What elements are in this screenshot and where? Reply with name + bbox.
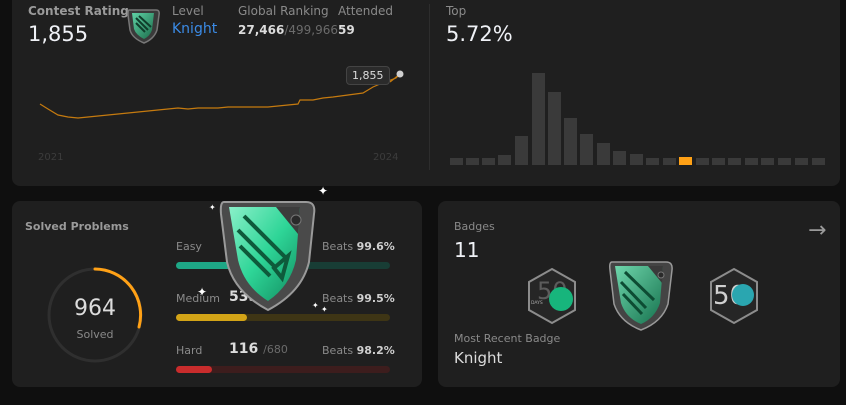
- histogram-bar: [745, 158, 758, 165]
- easy-beats: Beats 99.6%: [322, 240, 395, 253]
- sparkle-icon: ✦: [318, 184, 329, 198]
- histogram-bar: [482, 158, 495, 165]
- contest-rating-value: 1,855: [28, 22, 89, 46]
- hard-solved: 116 /680: [229, 341, 288, 357]
- rating-distribution-histogram[interactable]: [446, 60, 830, 168]
- medium-progress-bar: [176, 314, 390, 321]
- level-value-link[interactable]: Knight: [172, 21, 218, 37]
- year-end-label: 2024: [373, 152, 398, 163]
- histogram-bar: [498, 155, 511, 165]
- contest-rating-label: Contest Rating: [28, 4, 129, 18]
- knight-badge-icon: [127, 9, 160, 44]
- hard-beats: Beats 98.2%: [322, 344, 395, 357]
- arrow-right-icon[interactable]: →: [808, 218, 827, 243]
- hard-progress-fill: [176, 366, 213, 373]
- histogram-bar: [812, 158, 825, 165]
- histogram-bar: [646, 158, 659, 165]
- histogram-bar: [450, 158, 463, 165]
- solved-progress-ring: [47, 267, 143, 363]
- histogram-bar: [663, 158, 676, 165]
- badge-50-days-green-icon[interactable]: 50 DAYS: [524, 266, 580, 326]
- hard-progress-bar: [176, 366, 390, 373]
- rating-history-chart[interactable]: 2021 2024: [28, 60, 418, 164]
- easy-label: Easy: [176, 240, 202, 253]
- medium-beats: Beats 99.5%: [322, 292, 395, 305]
- rating-line: [39, 73, 401, 119]
- medium-progress-fill: [176, 314, 247, 321]
- sparkle-icon: ✦: [209, 203, 216, 212]
- attended-label: Attended: [338, 4, 394, 18]
- badge-knight-icon[interactable]: [606, 258, 676, 332]
- rating-tooltip: 1,855: [346, 66, 390, 85]
- most-recent-badge-name: Knight: [454, 349, 503, 367]
- current-rating-point[interactable]: [396, 70, 404, 78]
- histogram-bar: [580, 134, 593, 165]
- sparkle-icon: ✦: [321, 305, 328, 314]
- card-divider: [429, 4, 430, 170]
- histogram-bar-current: [679, 157, 692, 165]
- histogram-bar: [728, 158, 741, 165]
- easy-progress-fill: [176, 262, 266, 269]
- histogram-bar: [795, 158, 808, 165]
- badges-title: Badges: [454, 220, 495, 233]
- solved-count: 964: [74, 296, 116, 321]
- histogram-bar: [564, 118, 577, 165]
- histogram-bar: [548, 92, 561, 165]
- histogram-bar: [778, 158, 791, 165]
- histogram-bar: [712, 158, 725, 165]
- top-percent-label: Top: [446, 4, 467, 18]
- solved-problems-title: Solved Problems: [25, 220, 129, 233]
- knight-badge-overlay-icon[interactable]: [216, 196, 320, 314]
- sparkle-icon: ✦: [197, 285, 208, 299]
- hard-label: Hard: [176, 344, 203, 357]
- global-ranking-label: Global Ranking: [238, 4, 329, 18]
- top-percent-value: 5.72%: [446, 22, 513, 46]
- histogram-bar: [613, 151, 626, 165]
- global-ranking-value: 27,466/499,966: [238, 23, 338, 37]
- histogram-bar: [515, 136, 528, 165]
- histogram-bar: [630, 154, 643, 165]
- solved-count-label: Solved: [76, 328, 114, 341]
- badges-count: 11: [454, 238, 480, 262]
- most-recent-badge-label: Most Recent Badge: [454, 332, 561, 345]
- sparkle-icon: ✦: [312, 301, 319, 310]
- badge-50-days-teal-icon[interactable]: 50: [706, 266, 762, 326]
- histogram-bar: [761, 158, 774, 165]
- histogram-bar: [532, 73, 545, 165]
- histogram-bar: [597, 143, 610, 165]
- attended-value: 59: [338, 23, 355, 37]
- year-start-label: 2021: [38, 152, 63, 163]
- histogram-bar: [696, 158, 709, 165]
- solved-progress-arc: [93, 267, 143, 329]
- badge-days-text: DAYS: [531, 300, 543, 306]
- level-label: Level: [172, 4, 204, 18]
- solved-problems-card: [12, 201, 422, 387]
- medium-label: Medium: [176, 292, 220, 305]
- histogram-bar: [466, 158, 479, 165]
